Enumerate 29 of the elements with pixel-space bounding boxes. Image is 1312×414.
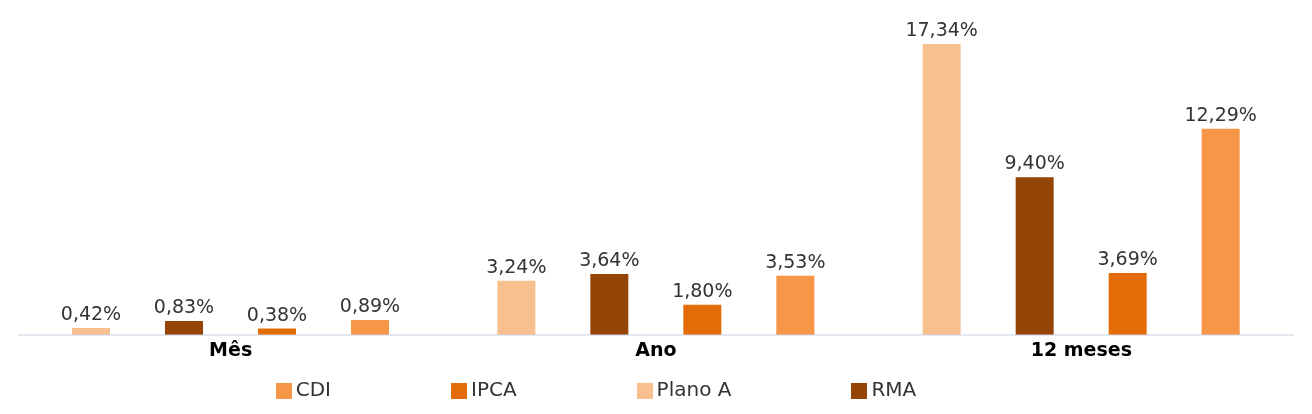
data-label: 3,69% — [1097, 247, 1158, 270]
data-label: 17,34% — [905, 18, 978, 40]
bar — [776, 275, 815, 335]
data-label: 9,40% — [1004, 151, 1065, 174]
data-label: 1,80% — [672, 278, 733, 301]
data-label: 3,53% — [765, 249, 826, 272]
bar — [1201, 128, 1240, 335]
x-tick-label: Mês — [209, 338, 253, 361]
data-label: 0,83% — [153, 295, 215, 318]
bar — [922, 44, 961, 335]
legend-label: IPCA — [470, 377, 517, 401]
data-label: 12,29% — [1184, 102, 1257, 125]
bar — [1015, 177, 1054, 335]
bar — [1108, 273, 1147, 335]
x-tick-label: Ano — [635, 338, 677, 361]
data-label: 0,89% — [339, 294, 401, 317]
data-label: 0,42% — [60, 301, 122, 324]
bar — [683, 304, 722, 335]
data-label: 0,38% — [246, 302, 308, 325]
data-label: 3,24% — [486, 254, 547, 277]
bar — [351, 320, 389, 335]
legend-label: CDI — [295, 377, 331, 401]
x-tick-label: 12 meses — [1030, 338, 1132, 361]
legend-label: Plano A — [656, 377, 732, 401]
bar — [590, 273, 629, 335]
data-label: 3,64% — [579, 247, 640, 270]
legend-label: RMA — [871, 377, 917, 401]
bar — [165, 321, 203, 335]
bar — [497, 280, 536, 335]
